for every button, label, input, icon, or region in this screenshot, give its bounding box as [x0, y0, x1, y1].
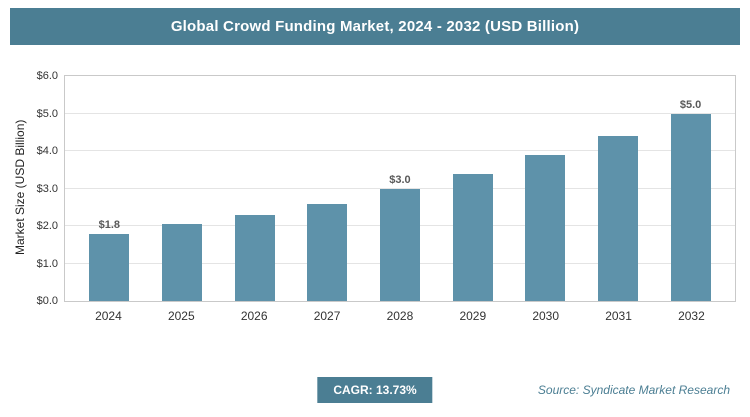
y-tick-label: $2.0 — [36, 220, 58, 233]
bar-value-label: $5.0 — [679, 98, 702, 111]
source-text: Source: Syndicate Market Research — [537, 383, 730, 397]
plot-area: $0.0 $1.0 $2.0 $3.0 $4.0 $5.0 $6.0 $1.8 $3.0 $5.0 — [37, 70, 736, 307]
x-tick-label: 2024 — [95, 309, 122, 323]
x-axis-labels: 2024 2025 2026 2027 2028 2029 2030 2031 2032 — [64, 309, 736, 323]
plot-wrapper: $0.0 $1.0 $2.0 $3.0 $4.0 $5.0 $6.0 $1.8 $3.0 $5.0… — [37, 70, 736, 323]
x-tick-label: 2026 — [240, 309, 268, 323]
chart-title-bar: Global Crowd Funding Market, 2024 - 2032… — [10, 8, 740, 45]
bar — [307, 203, 348, 301]
bar-column — [521, 76, 569, 301]
bar — [525, 154, 566, 301]
bar-value-label: $3.0 — [389, 173, 411, 186]
footer: CAGR: 13.73% Source: Syndicate Market Re… — [0, 377, 750, 403]
bar — [452, 173, 493, 301]
bar-value-label: $1.8 — [98, 218, 121, 231]
x-tick-label: 2031 — [605, 309, 632, 323]
y-tick-label: $6.0 — [36, 70, 58, 82]
bar — [597, 136, 638, 301]
bar — [234, 214, 275, 301]
y-axis-title: Market Size (USD Billion) — [13, 119, 27, 256]
bar — [161, 224, 202, 301]
x-tick-label: 2025 — [167, 309, 195, 323]
y-tick-label: $4.0 — [36, 145, 58, 158]
x-tick-label: 2030 — [532, 309, 560, 323]
y-tick-label: $1.0 — [36, 257, 58, 270]
bar-column: $1.8 — [85, 76, 133, 301]
bar-column — [594, 76, 642, 301]
bar — [670, 113, 711, 301]
bar-column — [449, 76, 497, 301]
bar-column: $3.0 — [376, 76, 424, 301]
y-tick-label: $0.0 — [36, 295, 58, 307]
bars-row: $1.8 $3.0 $5.0 — [65, 76, 735, 301]
gridline — [65, 150, 735, 152]
cagr-badge: CAGR: 13.73% — [317, 377, 433, 403]
x-tick-label: 2028 — [386, 309, 414, 323]
y-tick-label: $3.0 — [36, 182, 58, 195]
x-tick-label: 2029 — [459, 309, 487, 323]
gridline — [65, 112, 735, 114]
x-tick-label: 2027 — [313, 309, 341, 323]
bar-column — [303, 76, 351, 301]
bar — [89, 233, 130, 301]
chart: Market Size (USD Billion) $0.0 $1.0 $2.0 $3… — [13, 70, 736, 323]
bar — [379, 188, 420, 301]
y-tick-label: $5.0 — [36, 107, 58, 120]
bar-column — [231, 76, 279, 301]
chart-title: Global Crowd Funding Market, 2024 - 2032… — [170, 18, 580, 35]
gridline — [65, 187, 735, 189]
bar-column — [158, 76, 206, 301]
bar-column: $5.0 — [667, 76, 715, 301]
x-tick-label: 2032 — [678, 309, 705, 323]
